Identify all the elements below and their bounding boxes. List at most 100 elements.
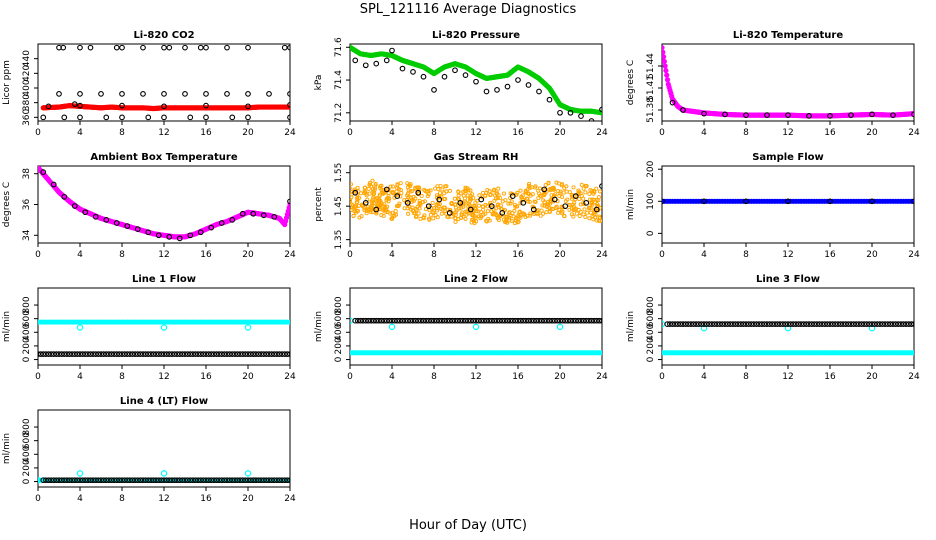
rh-data-point: [510, 210, 515, 216]
data-point: [415, 189, 422, 196]
rh-data-point: [494, 212, 499, 218]
data-point: [488, 317, 495, 324]
data-point: [457, 199, 464, 206]
x-tick-label: 0: [35, 128, 41, 138]
data-point: [140, 91, 146, 97]
y-tick-label: 1.35: [334, 230, 344, 250]
rh-data-point: [381, 213, 386, 218]
rh-data-point: [362, 189, 367, 194]
rh-data-point: [362, 207, 367, 213]
plot-frame: [661, 43, 915, 122]
data-point: [274, 351, 280, 357]
rh-data-point: [463, 187, 468, 192]
data-point: [575, 317, 582, 324]
rh-data-point: [517, 209, 522, 214]
data-point: [166, 351, 173, 357]
data-point: [829, 321, 836, 327]
rh-data-point: [518, 201, 523, 206]
rh-data-point: [589, 200, 594, 205]
data-point: [284, 477, 290, 484]
rh-data-point: [402, 206, 407, 211]
data-point: [418, 317, 424, 324]
data-point: [373, 60, 380, 67]
data-point: [743, 321, 749, 327]
rh-data-point: [411, 211, 417, 216]
x-tick-label: 20: [866, 250, 878, 260]
rh-data-point: [453, 216, 458, 221]
rh-data-point: [558, 191, 563, 196]
data-point: [279, 351, 285, 357]
data-point: [764, 321, 770, 327]
data-point: [103, 217, 110, 223]
data-point: [234, 351, 241, 357]
data-point: [205, 477, 212, 484]
data-point: [200, 351, 207, 357]
rh-data-point: [569, 212, 575, 217]
chart-title: Sample Flow: [752, 152, 824, 163]
data-point: [892, 321, 899, 327]
data-point: [263, 351, 270, 357]
y-tick-label: 800: [334, 296, 344, 313]
rh-data-point: [581, 186, 586, 191]
rh-data-point: [515, 204, 520, 209]
y-tick-label: 0: [22, 478, 32, 484]
y-axis-label: degrees C: [2, 182, 12, 227]
y-tick-label: 400: [22, 79, 32, 96]
data-point: [507, 317, 513, 324]
rh-data-point: [597, 189, 602, 194]
data-point: [486, 317, 492, 324]
data-point: [769, 321, 776, 327]
rh-data-point: [583, 183, 588, 188]
y-axis-label: ml/min: [2, 433, 12, 464]
data-point: [171, 351, 178, 357]
x-tick-label: 8: [743, 250, 749, 260]
data-point: [373, 317, 380, 324]
data-point: [224, 477, 230, 484]
data-point: [698, 321, 705, 327]
data-point: [821, 321, 828, 327]
x-tick-label: 24: [284, 494, 296, 504]
x-tick-label: 0: [35, 494, 41, 504]
data-point: [811, 321, 818, 327]
data-point: [127, 351, 133, 357]
data-point: [85, 477, 91, 484]
x-tick-label: 16: [824, 128, 836, 138]
rh-data-point: [587, 197, 592, 202]
data-point: [761, 321, 768, 327]
data-point: [119, 44, 125, 51]
data-point: [874, 321, 881, 327]
rh-data-point: [422, 199, 427, 204]
data-point: [669, 99, 676, 106]
rh-data-point: [515, 216, 520, 222]
rh-data-point: [493, 196, 498, 201]
data-point: [61, 114, 68, 121]
x-tick-label: 4: [77, 372, 83, 382]
plot-area: [662, 320, 914, 356]
rh-data-point: [407, 183, 412, 188]
y-tick-label: 600: [22, 432, 32, 449]
rh-data-point: [462, 196, 467, 201]
data-point: [271, 213, 278, 220]
rh-data-point: [388, 211, 393, 216]
data-point: [134, 351, 141, 357]
data-point: [184, 477, 191, 484]
data-point: [352, 317, 359, 324]
rh-data-point: [413, 214, 419, 220]
data-point: [407, 317, 414, 324]
rh-data-point: [394, 212, 399, 217]
rh-data-point: [468, 188, 473, 193]
data-point: [160, 324, 168, 331]
data-point: [221, 351, 228, 357]
data-point: [806, 321, 812, 327]
rh-data-point: [528, 211, 533, 216]
data-point: [662, 58, 667, 65]
data-point: [890, 112, 896, 118]
x-tick-label: 20: [866, 372, 878, 382]
data-point: [119, 351, 125, 357]
plot-area: [350, 44, 602, 121]
data-point: [287, 477, 290, 484]
rh-data-point: [413, 187, 418, 192]
x-tick-label: 24: [908, 250, 920, 260]
data-point: [554, 317, 561, 324]
x-tick-label: 8: [431, 372, 437, 382]
